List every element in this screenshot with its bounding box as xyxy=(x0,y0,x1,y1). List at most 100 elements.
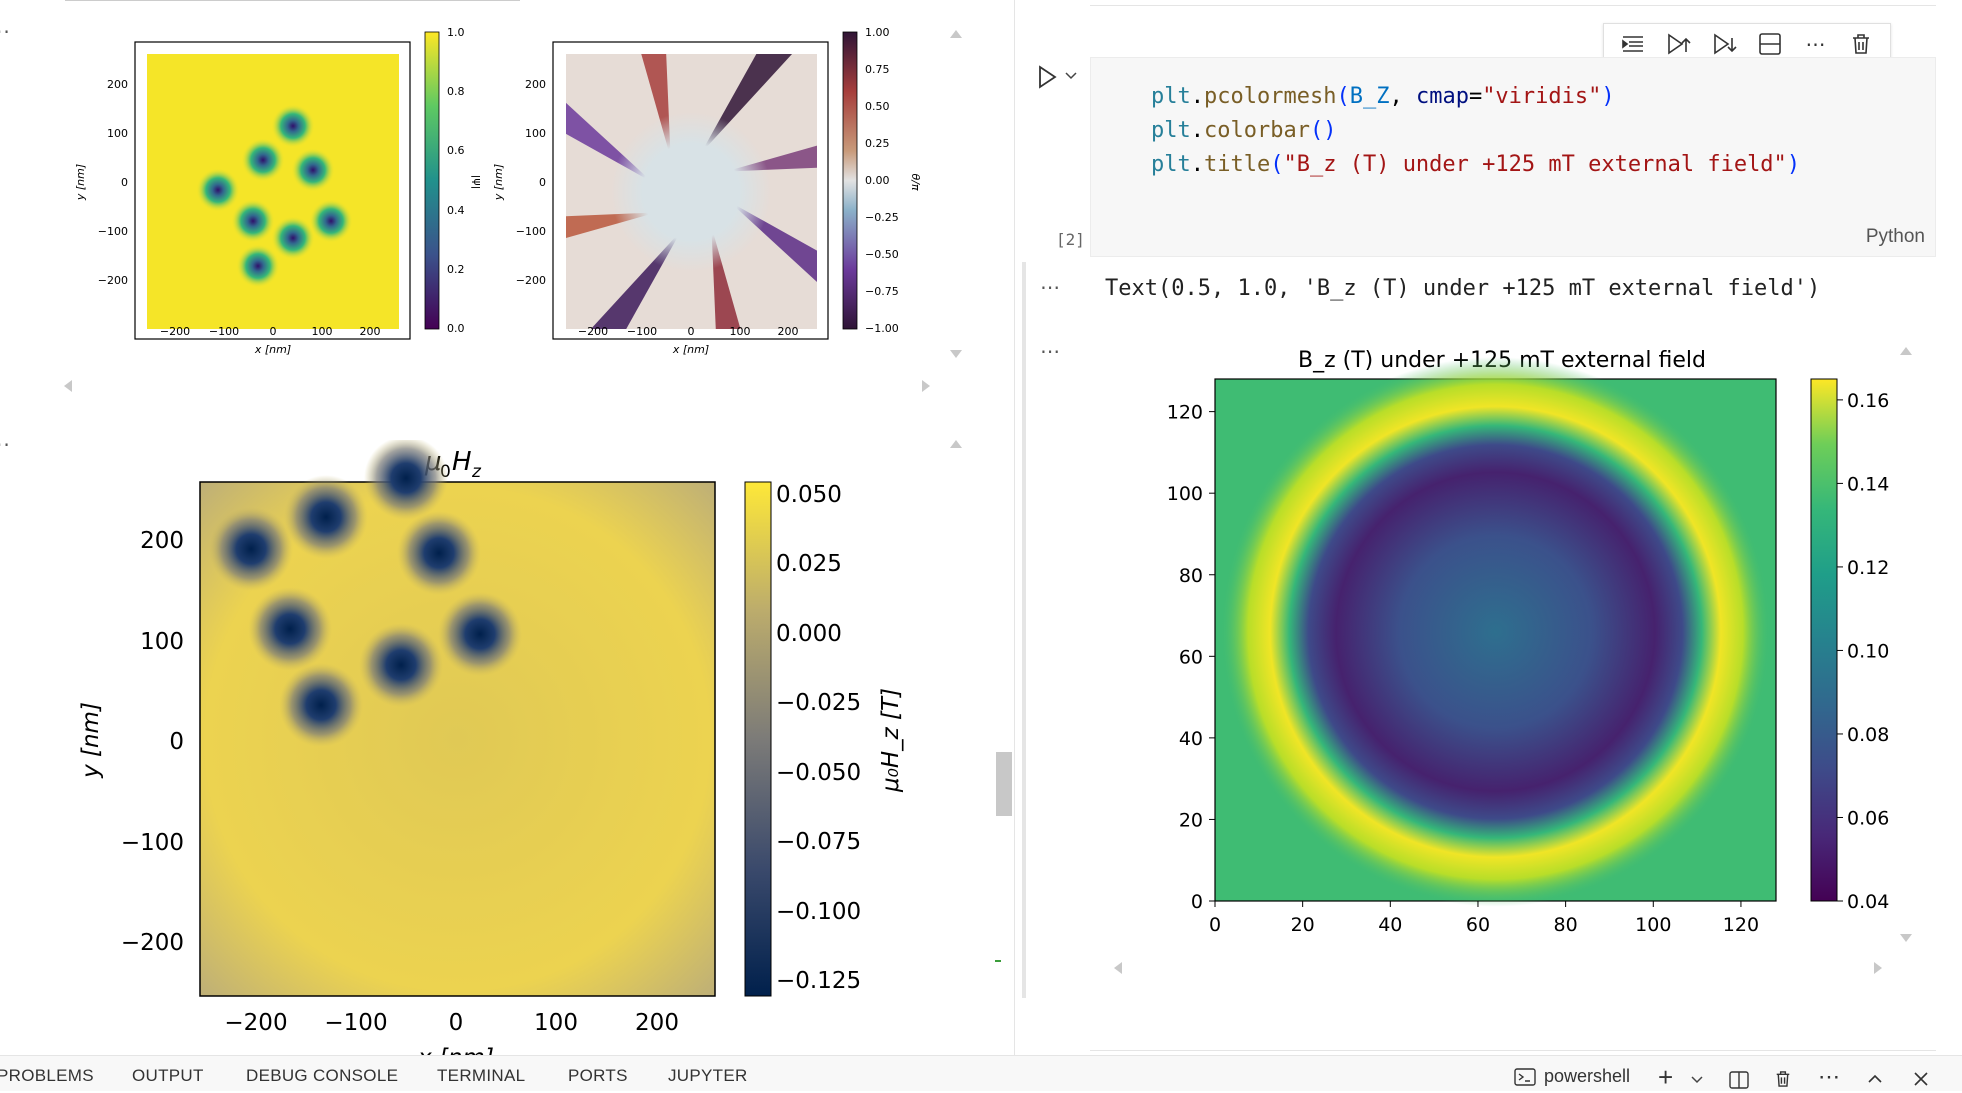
code-line[interactable]: plt.pcolormesh(B_Z, cmap="viridis") xyxy=(1151,84,1615,109)
output-more-icon-2[interactable]: .. xyxy=(0,427,11,451)
phase-colorbar xyxy=(842,31,858,330)
delete-icon[interactable] xyxy=(1847,30,1875,58)
split-terminal-icon[interactable] xyxy=(1728,1070,1750,1090)
tick-label: 1.00 xyxy=(865,26,890,39)
psi-colorbar-label: |ψ| xyxy=(471,175,480,190)
close-icon[interactable] xyxy=(1912,1070,1930,1088)
tick-label: −0.050 xyxy=(776,760,861,786)
field-y-ticks: 200 100 0 −100 −200 xyxy=(121,528,184,956)
scroll-down-icon-2[interactable] xyxy=(1898,932,1914,944)
tick-label: −200 xyxy=(224,1010,287,1036)
tick-label: 200 xyxy=(778,325,799,338)
scroll-left-icon-2[interactable] xyxy=(1112,960,1124,976)
y-tick-label: 40 xyxy=(1179,728,1203,750)
right-pane: ⋯ plt.pcolormesh(B_Z, cmap="viridis") plt… xyxy=(1030,0,1962,1055)
tick-label: −200 xyxy=(578,325,608,338)
phase-xlabel: x [nm] xyxy=(672,343,709,356)
bz-feature xyxy=(1220,356,1771,907)
execute-above-icon[interactable] xyxy=(1619,30,1647,58)
tick-label: −0.75 xyxy=(865,285,899,298)
scroll-up-icon-2[interactable] xyxy=(948,438,964,450)
tab-ports[interactable]: PORTS xyxy=(568,1066,628,1085)
execute-cell-below-icon[interactable] xyxy=(1710,30,1738,58)
scroll-down-icon[interactable] xyxy=(948,348,964,360)
right-cell-gutter xyxy=(1022,262,1026,998)
more-icon[interactable]: ⋯ xyxy=(1805,33,1826,56)
terminal-selector[interactable]: powershell xyxy=(1514,1066,1630,1087)
chart-y-ticks: 0 20 40 60 80 100 120 xyxy=(1167,402,1215,913)
psi-colorbar-ticks: 1.0 0.8 0.6 0.4 0.2 0.0 xyxy=(447,26,465,335)
field-x-ticks: −200 −100 0 100 200 xyxy=(224,1010,679,1036)
field-vortex xyxy=(209,507,293,591)
code-line[interactable]: plt.title("B_z (T) under +125 mT externa… xyxy=(1151,152,1801,177)
chevron-down-icon-2[interactable] xyxy=(1690,1074,1704,1086)
tick-label: 0.050 xyxy=(776,482,842,508)
psi-vortex xyxy=(196,168,240,212)
colorbar-tick-label: 0.12 xyxy=(1847,557,1889,579)
cell-divider-line xyxy=(65,0,520,1)
tab-debug-console[interactable]: DEBUG CONSOLE xyxy=(246,1066,399,1085)
scroll-right-icon[interactable] xyxy=(920,378,932,394)
prev-cell-bottom xyxy=(1090,0,1936,6)
psi-x-ticks: −200 −100 0 100 200 xyxy=(160,325,381,338)
x-tick-label: 60 xyxy=(1466,914,1490,936)
tick-label: −0.125 xyxy=(776,968,861,994)
kill-terminal-icon[interactable] xyxy=(1772,1068,1794,1090)
psi-plot: −200 −100 0 100 200 200 100 0 −100 −200 … xyxy=(74,26,480,356)
y-tick-label: 60 xyxy=(1179,646,1203,668)
tab-problems[interactable]: PROBLEMS xyxy=(0,1066,94,1085)
code-editor[interactable]: plt.pcolormesh(B_Z, cmap="viridis") plt.c… xyxy=(1151,80,1800,182)
psi-y-ticks: 200 100 0 −100 −200 xyxy=(98,78,128,287)
x-tick-label: 20 xyxy=(1291,914,1315,936)
x-tick-label: 80 xyxy=(1554,914,1578,936)
tick-label: −200 xyxy=(160,325,190,338)
chevron-up-icon[interactable] xyxy=(1866,1072,1884,1086)
split-cell-icon[interactable] xyxy=(1756,30,1784,58)
tick-label: −100 xyxy=(627,325,657,338)
output-more-icon-3[interactable]: ⋯ xyxy=(1040,275,1061,299)
tick-label: 100 xyxy=(107,127,128,140)
phase-colorbar-label: θ/π xyxy=(909,173,922,190)
tick-label: 0.25 xyxy=(865,137,890,150)
tick-label: −100 xyxy=(98,225,128,238)
code-line[interactable]: plt.colorbar() xyxy=(1151,118,1337,143)
tick-label: 0.2 xyxy=(447,263,465,276)
left-scrollbar-thumb[interactable] xyxy=(996,752,1012,816)
tick-label: −0.100 xyxy=(776,899,861,925)
panel-more-icon[interactable]: ⋯ xyxy=(1818,1064,1840,1089)
scroll-left-icon[interactable] xyxy=(62,378,74,394)
scroll-right-icon-2[interactable] xyxy=(1872,960,1884,976)
field-title-subz: z xyxy=(471,462,482,482)
y-tick-label: 20 xyxy=(1179,809,1203,831)
tab-jupyter[interactable]: JUPYTER xyxy=(668,1066,748,1085)
scroll-up-icon-3[interactable] xyxy=(1898,345,1914,357)
field-plot: μ 0 H z −200 −100 0 100 200 x [nm] 200 1… xyxy=(78,440,904,1055)
output-more-icon-4[interactable]: ⋯ xyxy=(1040,339,1061,363)
run-cell-icon[interactable] xyxy=(1036,64,1058,90)
pane-divider[interactable] xyxy=(1014,0,1015,1055)
tick-label: 200 xyxy=(107,78,128,91)
psi-vortex xyxy=(231,199,275,243)
tick-label: 0.8 xyxy=(447,85,465,98)
psi-plot-map xyxy=(147,54,399,329)
tick-label: 1.0 xyxy=(447,26,465,39)
language-label[interactable]: Python xyxy=(1865,226,1925,247)
tick-label: 100 xyxy=(730,325,751,338)
tick-label: 0.0 xyxy=(447,322,465,335)
code-cell[interactable]: plt.pcolormesh(B_Z, cmap="viridis") plt.c… xyxy=(1056,57,1936,257)
chevron-down-icon[interactable] xyxy=(1064,70,1078,82)
tab-terminal[interactable]: TERMINAL xyxy=(437,1066,526,1085)
green-marker xyxy=(995,960,1001,962)
bottom-panel-bar xyxy=(0,1055,1962,1091)
scroll-up-icon[interactable] xyxy=(948,28,964,40)
colorbar-tick-label: 0.08 xyxy=(1847,724,1889,746)
add-terminal-icon[interactable]: + xyxy=(1658,1062,1674,1092)
tab-output[interactable]: OUTPUT xyxy=(132,1066,204,1085)
execute-cell-above-icon[interactable] xyxy=(1664,30,1692,58)
colorbar-tick-label: 0.14 xyxy=(1847,473,1889,495)
tick-label: 0 xyxy=(688,325,695,338)
tick-label: −200 xyxy=(516,274,546,287)
phase-plot: −200 −100 0 100 200 200 100 0 −100 −200 … xyxy=(492,26,922,356)
output-more-icon[interactable]: .. xyxy=(0,14,11,38)
field-vortex xyxy=(284,475,368,559)
